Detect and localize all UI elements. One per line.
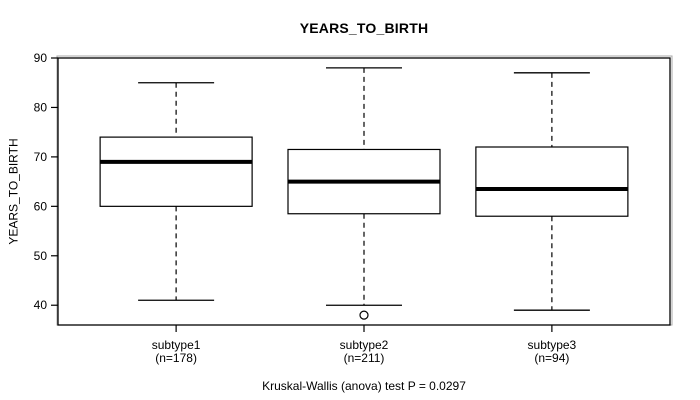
x-group-label: subtype3 — [528, 338, 577, 352]
x-group-count: (n=178) — [155, 351, 197, 365]
outlier-point — [359, 310, 369, 320]
y-tick-label: 70 — [34, 150, 48, 164]
iqr-box — [475, 146, 629, 217]
iqr-box — [99, 136, 253, 207]
y-tick-label: 80 — [34, 100, 48, 114]
x-group-count: (n=94) — [534, 351, 569, 365]
chart-title: YEARS_TO_BIRTH — [299, 20, 429, 36]
footer-note: Kruskal-Wallis (anova) test P = 0.0297 — [262, 379, 466, 393]
y-tick-label: 50 — [34, 249, 48, 263]
y-tick-label: 40 — [34, 298, 48, 312]
x-group-count: (n=211) — [344, 351, 385, 365]
y-tick-label: 90 — [34, 51, 48, 65]
x-group-label: subtype1 — [152, 338, 201, 352]
x-group-label: subtype2 — [340, 338, 389, 352]
y-tick-label: 60 — [34, 199, 48, 213]
